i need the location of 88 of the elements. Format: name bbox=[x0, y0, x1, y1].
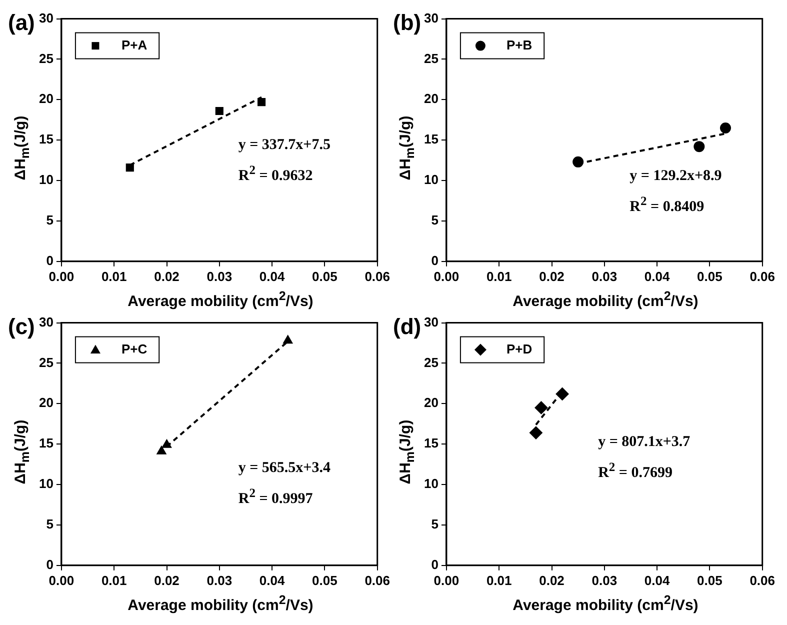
x-tick-label: 0.00 bbox=[434, 572, 460, 588]
point bbox=[694, 141, 705, 152]
y-tick-label: 25 bbox=[38, 354, 54, 370]
y-tick-label: 0 bbox=[431, 556, 438, 572]
x-tick-label: 0.00 bbox=[48, 572, 74, 588]
annotation: R$^{2}$ = 0.9997 bbox=[238, 485, 314, 510]
x-tick-label: 0.02 bbox=[539, 268, 564, 284]
y-tick-label: 0 bbox=[46, 556, 54, 572]
legend-label: P+A bbox=[121, 37, 148, 52]
x-tick-label: 0.00 bbox=[48, 268, 74, 284]
y-tick-label: 10 bbox=[424, 172, 438, 188]
annotation: y = 565.5x+3.4 bbox=[238, 459, 330, 478]
x-tick-label: 0.00 bbox=[434, 268, 460, 284]
annotation: R$^{2}$ = 0.9632 bbox=[238, 162, 314, 186]
point bbox=[257, 98, 266, 106]
point bbox=[215, 106, 224, 116]
chart-title: (b) bbox=[393, 10, 422, 36]
y-tick-label: 15 bbox=[38, 132, 54, 147]
x-tick-label: 0.06 bbox=[750, 268, 776, 284]
legend-label: P+D bbox=[506, 341, 532, 356]
x-tick-label: 0.06 bbox=[750, 572, 776, 588]
y-tick-label: 0 bbox=[46, 252, 54, 268]
y-tick-label: 25 bbox=[424, 354, 438, 370]
chart-title: (d) bbox=[393, 314, 422, 340]
point bbox=[162, 439, 172, 448]
x-tick-label: 0.05 bbox=[697, 572, 722, 588]
annotation: y = 337.7x+7.5 bbox=[238, 136, 330, 155]
x-tick-label: 0.02 bbox=[539, 572, 564, 588]
y-tick-label: 20 bbox=[424, 91, 438, 106]
y-tick-label: 20 bbox=[38, 395, 54, 410]
x-tick-label: 0.05 bbox=[312, 268, 338, 284]
annotation: y = 129.2x+8.9 bbox=[630, 167, 722, 186]
x-tick-label: 0.05 bbox=[312, 572, 338, 588]
x-tick-label: 0.04 bbox=[644, 268, 670, 284]
y-tick-label: 25 bbox=[424, 50, 438, 66]
y-tick-label: 10 bbox=[38, 476, 54, 492]
x-tick-label: 0.01 bbox=[101, 572, 127, 588]
legend-label: P+C bbox=[121, 341, 148, 356]
x-tick-label: 0.04 bbox=[259, 572, 286, 588]
y-tick-label: 15 bbox=[424, 132, 438, 147]
x-tick-label: 0.02 bbox=[154, 572, 180, 588]
y-tick-label: 5 bbox=[431, 212, 438, 228]
x-tick-label: 0.01 bbox=[486, 268, 512, 284]
y-tick-label: 20 bbox=[424, 395, 438, 410]
x-tick-label: 0.01 bbox=[486, 572, 512, 588]
y-tick-label: 5 bbox=[46, 212, 54, 228]
y-tick-label: 5 bbox=[46, 516, 54, 532]
y-tick-label: 15 bbox=[38, 436, 54, 451]
point bbox=[283, 335, 293, 344]
x-tick-label: 0.05 bbox=[697, 268, 722, 284]
x-tick-label: 0.02 bbox=[154, 268, 180, 284]
annotation: y = 807.1x+3.7 bbox=[598, 432, 690, 452]
point bbox=[556, 387, 569, 400]
point bbox=[529, 426, 542, 440]
x-tick-label: 0.04 bbox=[644, 572, 670, 588]
y-tick-label: 15 bbox=[424, 436, 438, 451]
x-tick-label: 0.03 bbox=[592, 268, 618, 284]
x-axis-title: Average mobility (cm$^{2}$/Vs) bbox=[512, 593, 700, 614]
x-tick-label: 0.06 bbox=[364, 572, 390, 588]
y-tick-label: 10 bbox=[38, 172, 54, 188]
y-tick-label: 30 bbox=[38, 314, 54, 330]
point bbox=[572, 156, 584, 168]
x-axis-title: Average mobility (cm$^{2}$/Vs) bbox=[126, 289, 314, 310]
x-tick-label: 0.03 bbox=[206, 572, 232, 588]
x-tick-label: 0.03 bbox=[206, 268, 232, 284]
x-axis-title: Average mobility (cm$^{2}$/Vs) bbox=[512, 289, 700, 310]
point bbox=[126, 164, 134, 172]
y-tick-label: 30 bbox=[38, 10, 54, 26]
x-tick-label: 0.04 bbox=[259, 268, 286, 284]
y-tick-label: 20 bbox=[38, 91, 54, 106]
annotation: R$^{2}$ = 0.8409 bbox=[630, 193, 706, 218]
chart-title: (a) bbox=[8, 10, 35, 36]
y-tick-label: 30 bbox=[424, 10, 438, 26]
chart-title: (c) bbox=[8, 314, 35, 340]
point bbox=[720, 122, 731, 134]
y-tick-label: 10 bbox=[424, 476, 438, 492]
annotation: R$^{2}$ = 0.7699 bbox=[598, 458, 674, 483]
x-tick-label: 0.03 bbox=[592, 572, 618, 588]
point bbox=[534, 401, 548, 414]
x-tick-label: 0.06 bbox=[364, 268, 390, 284]
legend-label: P+B bbox=[506, 37, 532, 52]
y-tick-label: 0 bbox=[431, 252, 438, 268]
x-tick-label: 0.01 bbox=[101, 268, 127, 284]
y-tick-label: 5 bbox=[431, 516, 438, 532]
y-tick-label: 25 bbox=[38, 50, 54, 66]
point bbox=[156, 446, 166, 454]
y-tick-label: 30 bbox=[424, 314, 438, 330]
x-axis-title: Average mobility (cm$^{2}$/Vs) bbox=[126, 593, 314, 614]
